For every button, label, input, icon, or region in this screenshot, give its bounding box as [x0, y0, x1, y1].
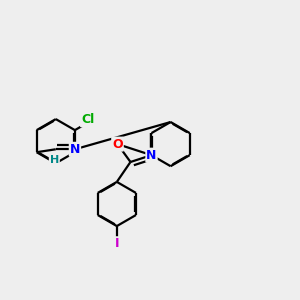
Text: N: N — [70, 143, 80, 156]
Text: H: H — [50, 154, 59, 165]
Text: I: I — [115, 237, 119, 250]
Text: N: N — [146, 149, 157, 162]
Text: Cl: Cl — [81, 113, 94, 126]
Text: O: O — [112, 138, 123, 151]
